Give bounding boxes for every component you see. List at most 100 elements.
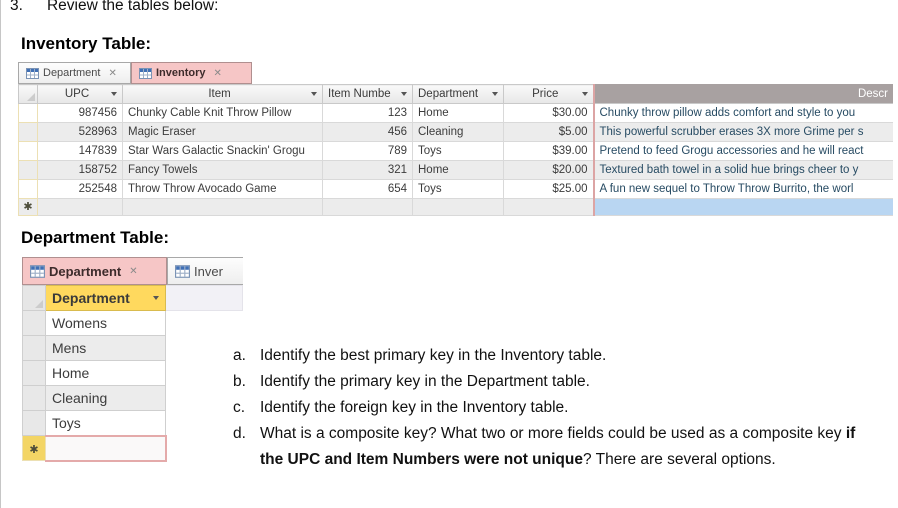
department-heading: Department Table:	[21, 228, 169, 247]
table-row: Mens	[22, 335, 243, 361]
column-header-upc[interactable]: UPC	[37, 84, 123, 104]
dropdown-arrow-icon[interactable]	[581, 92, 588, 96]
cell-department[interactable]: Toys	[412, 141, 504, 161]
cell-price[interactable]: $5.00	[503, 122, 594, 142]
tab-inventory[interactable]: Inventory ✕	[131, 62, 252, 84]
cell-price[interactable]: $39.00	[503, 141, 594, 161]
cell-department[interactable]: Cleaning	[45, 385, 166, 411]
dropdown-arrow-icon[interactable]	[311, 92, 317, 96]
select-all-corner[interactable]	[22, 285, 46, 311]
inventory-tab-bar: Department ✕ Inventory ✕	[18, 62, 893, 84]
cell-department[interactable]: Mens	[45, 335, 166, 361]
cell-department[interactable]: Home	[412, 103, 504, 123]
cell-empty[interactable]	[592, 198, 893, 216]
cell-item[interactable]: Fancy Towels	[122, 160, 323, 180]
question-text: Identify the primary key in the Departme…	[260, 373, 590, 390]
cell-item-number[interactable]: 789	[322, 141, 413, 161]
column-header-price[interactable]: Price	[503, 84, 594, 104]
cell-empty[interactable]	[37, 198, 123, 216]
empty-area	[166, 361, 243, 386]
empty-area	[166, 336, 243, 361]
row-selector[interactable]	[18, 122, 38, 142]
cell-price[interactable]: $25.00	[503, 179, 594, 199]
close-icon[interactable]: ✕	[213, 67, 222, 79]
cell-department[interactable]: Womens	[45, 310, 166, 336]
department-table-window: Department ✕ Inver Department Womens Men…	[22, 257, 243, 462]
cell-item-number[interactable]: 654	[322, 179, 413, 199]
cell-department[interactable]: Home	[45, 360, 166, 386]
row-selector[interactable]	[22, 385, 46, 411]
cell-price[interactable]: $20.00	[503, 160, 594, 180]
column-header-item-number[interactable]: Item Numbe	[322, 84, 413, 104]
row-selector[interactable]	[18, 179, 38, 199]
table-row: Toys	[22, 410, 243, 436]
intro-line: 3. Review the tables below:	[10, 0, 218, 15]
row-selector[interactable]	[18, 160, 38, 180]
cell-upc[interactable]: 147839	[37, 141, 123, 161]
question-text: Identify the best primary key in the Inv…	[260, 347, 607, 364]
cell-item[interactable]: Chunky Cable Knit Throw Pillow	[122, 103, 323, 123]
cell-department[interactable]: Cleaning	[412, 122, 504, 142]
cell-empty-current[interactable]	[45, 434, 167, 462]
corner-triangle-icon	[27, 93, 35, 101]
cell-department[interactable]: Home	[412, 160, 504, 180]
dropdown-arrow-icon[interactable]	[492, 92, 498, 96]
row-selector[interactable]	[18, 141, 38, 161]
cell-empty[interactable]	[503, 198, 594, 216]
cell-upc[interactable]: 252548	[37, 179, 123, 199]
dropdown-arrow-icon[interactable]	[401, 92, 407, 96]
dropdown-arrow-icon[interactable]	[111, 92, 117, 96]
row-selector[interactable]	[22, 410, 46, 436]
new-record-row[interactable]: ✱	[18, 198, 893, 216]
cell-item-number[interactable]: 456	[322, 122, 413, 142]
cell-upc[interactable]: 987456	[37, 103, 123, 123]
cell-empty[interactable]	[122, 198, 323, 216]
cell-item[interactable]: Magic Eraser	[122, 122, 323, 142]
table-row: Home	[22, 360, 243, 386]
cell-upc[interactable]: 528963	[37, 122, 123, 142]
close-icon[interactable]: ✕	[108, 67, 117, 79]
empty-area	[166, 386, 243, 411]
table-row: 987456 Chunky Cable Knit Throw Pillow 12…	[18, 103, 893, 123]
new-record-selector[interactable]: ✱	[18, 198, 38, 216]
column-header-department[interactable]: Department	[412, 84, 504, 104]
corner-triangle-icon	[35, 300, 43, 308]
empty-area	[166, 436, 243, 461]
cell-item[interactable]: Throw Throw Avocado Game	[122, 179, 323, 199]
cell-empty[interactable]	[322, 198, 413, 216]
cell-description[interactable]: Textured bath towel in a solid hue bring…	[592, 160, 893, 180]
column-header-description[interactable]: Descr	[592, 84, 893, 104]
cell-department[interactable]: Toys	[412, 179, 504, 199]
row-selector[interactable]	[22, 360, 46, 386]
row-selector[interactable]	[18, 103, 38, 123]
question-d: d. What is a composite key? What two or …	[233, 421, 881, 473]
select-all-corner[interactable]	[18, 84, 38, 104]
cell-price[interactable]: $30.00	[503, 103, 594, 123]
cell-item-number[interactable]: 123	[322, 103, 413, 123]
cell-description[interactable]: This powerful scrubber erases 3X more Gr…	[592, 122, 893, 142]
tab-inventory-partial[interactable]: Inver	[167, 257, 243, 285]
cell-item-number[interactable]: 321	[322, 160, 413, 180]
tab-label: Inver	[194, 263, 223, 279]
new-record-selector[interactable]: ✱	[22, 435, 46, 461]
cell-description[interactable]: Chunky throw pillow adds comfort and sty…	[592, 103, 893, 123]
tab-department[interactable]: Department ✕	[22, 257, 167, 285]
question-text-pre: What is a composite key? What two or mor…	[260, 425, 846, 442]
row-selector[interactable]	[22, 335, 46, 361]
cell-description[interactable]: A fun new sequel to Throw Throw Burrito,…	[592, 179, 893, 199]
table-icon	[139, 67, 152, 79]
new-record-row[interactable]: ✱	[22, 434, 243, 462]
column-header-item[interactable]: Item	[122, 84, 323, 104]
tab-department[interactable]: Department ✕	[18, 62, 131, 84]
close-icon[interactable]: ✕	[129, 265, 138, 277]
dropdown-arrow-icon[interactable]	[153, 296, 159, 300]
column-header-department[interactable]: Department	[45, 285, 166, 311]
header-empty-area	[165, 285, 243, 311]
row-selector[interactable]	[22, 310, 46, 336]
cell-item[interactable]: Star Wars Galactic Snackin' Grogu	[122, 141, 323, 161]
empty-area	[166, 311, 243, 336]
cell-description[interactable]: Pretend to feed Grogu accessories and he…	[592, 141, 893, 161]
cell-upc[interactable]: 158752	[37, 160, 123, 180]
cell-department[interactable]: Toys	[45, 410, 166, 436]
cell-empty[interactable]	[412, 198, 504, 216]
